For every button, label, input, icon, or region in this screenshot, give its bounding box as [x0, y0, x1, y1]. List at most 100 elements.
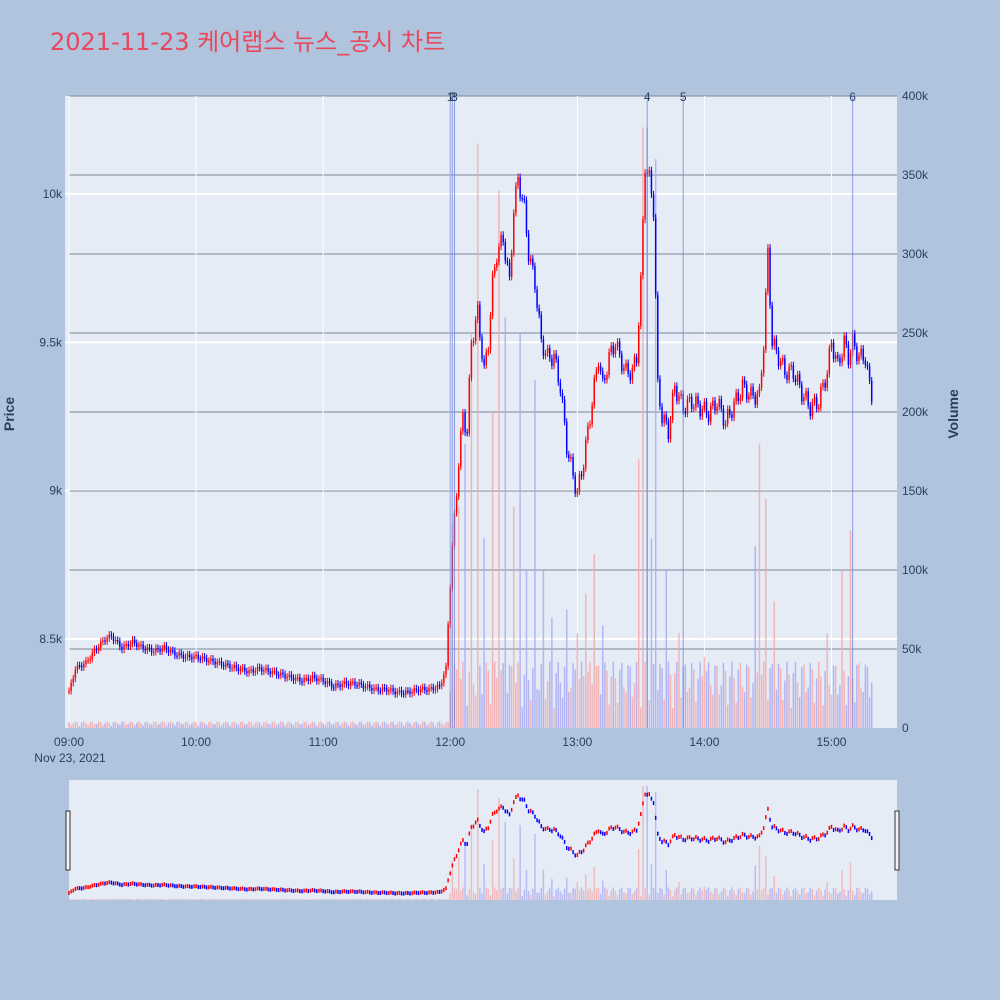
mini-candle [739, 835, 742, 840]
volume-bar [621, 663, 623, 728]
mini-volume-bar [856, 888, 858, 900]
volume-bar [214, 724, 216, 728]
candle-body [316, 677, 318, 682]
candle-body [559, 382, 562, 394]
mini-volume-bar [364, 899, 367, 900]
mini-volume-bar [76, 898, 79, 900]
candle-body [366, 684, 369, 687]
x-tick-label: 12:00 [435, 735, 465, 749]
candle-body [303, 678, 305, 683]
mini-candle [737, 835, 740, 840]
mini-candle [303, 888, 305, 893]
mini-candle [629, 831, 631, 836]
candle-body [568, 454, 570, 459]
candle-body [241, 667, 244, 670]
candle-body [330, 682, 333, 688]
mini-volume-bar [773, 876, 776, 900]
mini-volume-bar [150, 899, 153, 900]
candle-body [716, 406, 718, 411]
candle-body [544, 353, 547, 356]
volume-bar [116, 723, 119, 728]
mini-candle [669, 839, 672, 844]
volume-bar [809, 663, 812, 728]
mini-candle [534, 814, 536, 819]
volume-bar [699, 661, 701, 728]
candle-body [870, 380, 873, 402]
volume-bar [169, 721, 172, 728]
volume-bar [218, 722, 221, 728]
mini-candle [133, 881, 136, 886]
mini-candle [589, 840, 591, 845]
candle-body [407, 690, 409, 693]
mini-candle [250, 886, 252, 891]
mini-candle [703, 836, 706, 841]
mini-volume-bar [462, 887, 464, 900]
mini-candle [97, 882, 100, 887]
candle-body [724, 423, 727, 426]
mini-candle [477, 817, 479, 822]
volume-bar [155, 721, 157, 728]
candle-body [349, 682, 352, 686]
candle-body [265, 668, 267, 670]
mini-candle [515, 795, 517, 800]
range-slider[interactable] [69, 780, 897, 900]
volume-bar [447, 721, 449, 728]
y-tick-label: 8.5k [39, 632, 63, 646]
candle-body [91, 652, 94, 659]
mini-candle [362, 890, 365, 895]
mini-candle [106, 880, 108, 885]
volume-bar [688, 687, 691, 728]
volume-bar [324, 725, 327, 728]
mini-volume-bar [561, 894, 564, 900]
mini-candle [527, 809, 530, 814]
range-slider-right-handle[interactable] [894, 810, 900, 871]
range-slider-left-handle[interactable] [65, 810, 71, 871]
candle-body [481, 337, 483, 359]
mini-candle [489, 819, 492, 824]
mini-candle [773, 824, 776, 829]
candle-body [218, 661, 221, 663]
candle-body [227, 663, 229, 665]
mini-candle [479, 823, 481, 828]
candle-body [421, 687, 424, 690]
volume-bar [131, 722, 134, 728]
candle-body [210, 658, 212, 661]
candle-body [199, 658, 202, 661]
candle-body [136, 643, 138, 647]
candle-body [832, 342, 835, 359]
candle-body [457, 466, 460, 497]
candle-body [447, 624, 449, 667]
candle-body [369, 684, 371, 689]
candle-body [271, 671, 274, 674]
mini-candle [254, 887, 257, 892]
mini-volume-bar [218, 898, 221, 900]
volume-bar [784, 680, 786, 728]
candle-body [104, 640, 106, 642]
mini-candle [523, 797, 526, 802]
mini-volume-bar [515, 891, 517, 900]
mini-candle [767, 806, 769, 811]
mini-volume-bar [146, 898, 149, 900]
candle-body [591, 405, 593, 425]
volume-bar [765, 498, 767, 728]
volume-bar [220, 725, 223, 728]
mini-volume-bar [239, 898, 242, 900]
mini-volume-bar [801, 888, 803, 900]
volume-bar [83, 721, 85, 728]
mini-candle [212, 885, 214, 890]
mini-candle [568, 846, 570, 851]
volume-bar [375, 721, 377, 728]
candle-body [176, 655, 178, 658]
mini-candle [144, 883, 146, 888]
mini-volume-bar [705, 889, 708, 900]
mini-volume-bar [305, 898, 307, 900]
volume-bar [574, 669, 576, 728]
volume-bar [402, 725, 405, 728]
candle-body [699, 403, 701, 417]
mini-candle [741, 831, 744, 836]
volume-bar [301, 724, 303, 728]
mini-volume-bar [322, 899, 324, 900]
mini-volume-bar [176, 898, 178, 900]
mini-volume-bar [409, 899, 411, 900]
mini-volume-bar [752, 891, 754, 900]
